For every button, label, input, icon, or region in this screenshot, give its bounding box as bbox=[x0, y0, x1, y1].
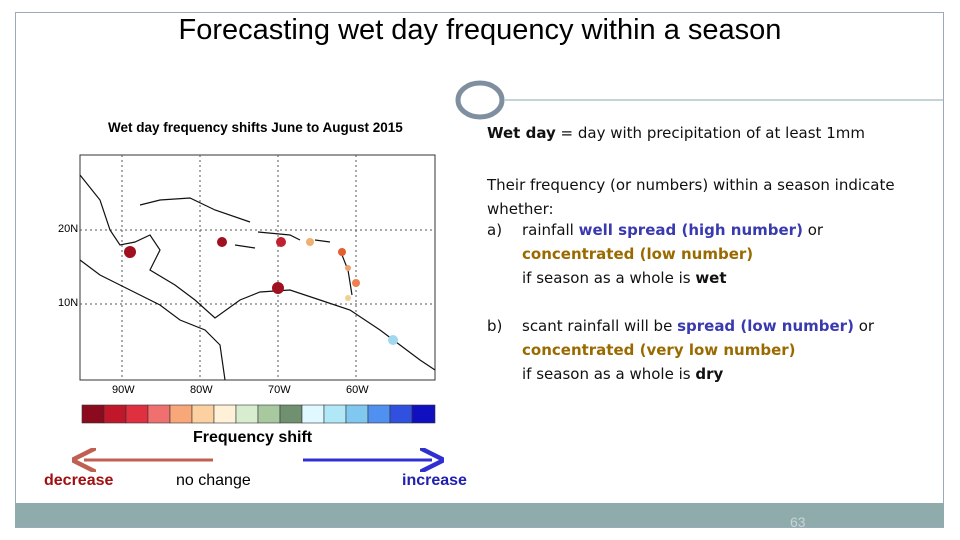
lat-label: 20N bbox=[58, 223, 79, 235]
page-number: 63 bbox=[790, 514, 806, 530]
definition: Wet day = day with precipitation of at l… bbox=[487, 124, 865, 142]
slide-title: Forecasting wet day frequency within a s… bbox=[178, 14, 782, 46]
item-line: rainfall well spread (high number) or bbox=[522, 221, 823, 239]
lon-label: 70W bbox=[268, 384, 291, 396]
lon-label: 90W bbox=[112, 384, 135, 396]
increase-label: increase bbox=[402, 472, 467, 489]
map bbox=[79, 154, 436, 381]
text: scant rainfall will be bbox=[522, 317, 678, 335]
text: spread (low number) bbox=[677, 317, 854, 335]
text: if season as a whole is bbox=[522, 269, 696, 287]
legend-label: Frequency shift bbox=[193, 429, 313, 446]
item-line: scant rainfall will be spread (low numbe… bbox=[522, 317, 874, 335]
footer-bar bbox=[15, 503, 944, 527]
lon-label: 60W bbox=[346, 384, 369, 396]
term: Wet day bbox=[487, 124, 556, 142]
text: or bbox=[853, 317, 875, 335]
text: dry bbox=[695, 365, 724, 383]
map-title: Wet day frequency shifts June to August … bbox=[108, 120, 403, 135]
item-line: if season as a whole is wet bbox=[522, 269, 727, 287]
item-line: concentrated (very low number) bbox=[522, 341, 796, 359]
text: = day with precipitation of at least 1mm bbox=[555, 124, 865, 142]
no-change-label: no change bbox=[176, 472, 251, 489]
text: rainfall bbox=[522, 221, 579, 239]
slide-border bbox=[15, 12, 944, 528]
item-line: if season as a whole is dry bbox=[522, 365, 723, 383]
map-grid bbox=[80, 155, 435, 380]
item-marker: a) bbox=[487, 221, 503, 239]
item-line: concentrated (low number) bbox=[522, 245, 754, 263]
station-dots bbox=[124, 237, 398, 345]
lon-label: 80W bbox=[190, 384, 213, 396]
text: wet bbox=[695, 269, 727, 287]
text: if season as a whole is bbox=[522, 365, 696, 383]
map-frame bbox=[79, 154, 436, 381]
decor-circle bbox=[455, 80, 505, 120]
text: well spread (high number) bbox=[578, 221, 803, 239]
text: or bbox=[802, 221, 824, 239]
decrease-label: decrease bbox=[44, 472, 114, 489]
lat-label: 10N bbox=[58, 297, 79, 309]
intro: Their frequency (or numbers) within a se… bbox=[487, 176, 895, 218]
item-marker: b) bbox=[487, 317, 503, 335]
colorbar bbox=[81, 404, 436, 424]
